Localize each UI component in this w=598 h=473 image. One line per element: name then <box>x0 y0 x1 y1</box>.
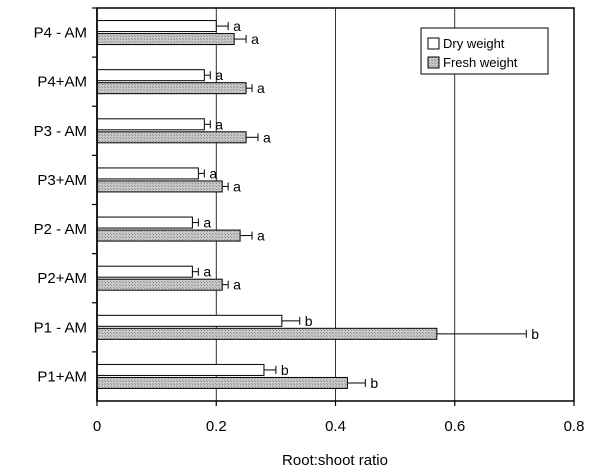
x-tick-label: 0 <box>93 418 101 435</box>
bar-fresh-weight <box>96 180 223 193</box>
category-label: P2+AM <box>37 270 87 287</box>
significance-label: b <box>281 362 289 378</box>
bar-fresh-weight <box>96 327 438 340</box>
bar-fresh-weight <box>96 82 247 95</box>
category-label: P3+AM <box>37 172 87 189</box>
significance-label: a <box>203 264 211 280</box>
category-label: P1+AM <box>37 368 87 385</box>
x-axis-label: Root:shoot ratio <box>282 452 388 469</box>
x-tick-label: 0.8 <box>564 418 585 435</box>
significance-label: b <box>531 326 539 342</box>
legend-swatch-fresh-weight <box>427 56 440 69</box>
significance-label: a <box>233 277 241 293</box>
bar-fresh-weight <box>96 278 223 291</box>
significance-label: a <box>215 67 223 83</box>
significance-label: a <box>263 129 271 145</box>
significance-label: b <box>305 313 313 329</box>
x-tick-label: 0.6 <box>444 418 465 435</box>
legend-label-dry-weight: Dry weight <box>443 36 505 51</box>
bar-fresh-weight <box>96 131 247 144</box>
bar-dry-weight <box>96 118 205 131</box>
gridlines <box>215 8 456 401</box>
legend: Dry weight Fresh weight <box>420 27 549 75</box>
bar-fresh-weight <box>96 229 241 242</box>
legend-swatch-dry-weight <box>427 37 440 50</box>
bar-fresh-weight <box>96 33 235 46</box>
significance-label: a <box>215 116 223 132</box>
x-tick-label: 0.2 <box>206 418 227 435</box>
category-label: P4 - AM <box>34 25 87 42</box>
significance-label: a <box>233 18 241 34</box>
axes: 0 0.2 0.4 0.6 0.8 P4 - AM P4+AM P3 - AM P3+AM P2 … <box>34 7 585 435</box>
significance-label: a <box>209 165 217 181</box>
category-label: P3 - AM <box>34 123 87 140</box>
bar-dry-weight <box>96 363 265 376</box>
significance-label: a <box>257 228 265 244</box>
bar-dry-weight <box>96 265 193 278</box>
bar-dry-weight <box>96 69 205 82</box>
bar-dry-weight <box>96 314 283 327</box>
legend-label-fresh-weight: Fresh weight <box>443 55 518 70</box>
significance-label: a <box>203 215 211 231</box>
bar-dry-weight <box>96 167 199 180</box>
significance-label: a <box>233 178 241 194</box>
category-label: P1 - AM <box>34 319 87 336</box>
category-label: P2 - AM <box>34 221 87 238</box>
legend-box <box>420 27 549 75</box>
x-tick-label: 0.4 <box>325 418 346 435</box>
significance-label: a <box>257 80 265 96</box>
bar-dry-weight <box>96 216 193 229</box>
bar-fresh-weight <box>96 376 348 389</box>
significance-label: b <box>370 375 378 391</box>
category-label: P4+AM <box>37 74 87 91</box>
significance-label: a <box>251 31 259 47</box>
bar-dry-weight <box>96 20 217 33</box>
